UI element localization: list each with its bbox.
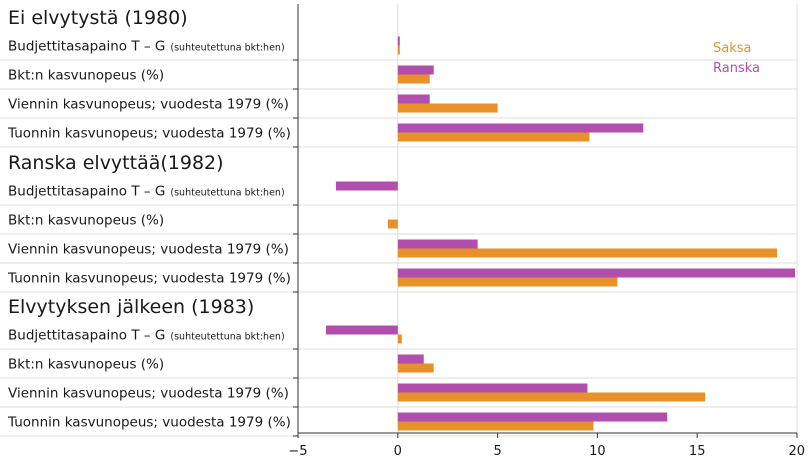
bar-saksa xyxy=(397,45,400,55)
row-label-text: Viennin kasvunopeus; vuodesta 1979 (%) xyxy=(8,242,289,258)
row-label: Viennin kasvunopeus; vuodesta 1979 (%) xyxy=(8,97,289,113)
row-label-text: Budjettitasapaino T – G xyxy=(8,328,165,344)
legend-ranska: Ranska xyxy=(713,61,760,76)
bar-ranska xyxy=(397,36,400,46)
row-label-text: Bkt:n kasvunopeus (%) xyxy=(8,357,164,373)
section-title: Elvytyksen jälkeen (1983) xyxy=(8,296,254,318)
row-label-text: Budjettitasapaino T – G xyxy=(8,39,165,55)
bar-saksa xyxy=(397,103,498,113)
row-label: Budjettitasapaino T – G (suhteutettuna bk… xyxy=(8,184,285,200)
row-label: Tuonnin kasvunopeus; vuodesta 1979 (%) xyxy=(7,415,291,431)
bar-ranska xyxy=(397,94,430,104)
bar-ranska xyxy=(397,239,478,249)
bar-ranska xyxy=(397,354,424,364)
bar-ranska xyxy=(335,181,398,191)
row-label: Bkt:n kasvunopeus (%) xyxy=(8,68,164,84)
bar-ranska xyxy=(397,65,434,75)
bar-ranska xyxy=(325,325,398,335)
section-title: Ei elvytystä (1980) xyxy=(8,7,188,29)
bar-saksa xyxy=(397,334,402,344)
bar-saksa xyxy=(387,219,398,229)
bar-ranska xyxy=(397,383,588,393)
x-tick-label: 10 xyxy=(589,444,606,459)
legend-saksa: Saksa xyxy=(713,41,752,56)
row-label-text: Budjettitasapaino T – G xyxy=(8,184,165,200)
bar-saksa xyxy=(397,363,434,373)
row-label: Tuonnin kasvunopeus; vuodesta 1979 (%) xyxy=(7,126,291,142)
row-label: Budjettitasapaino T – G (suhteutettuna bk… xyxy=(8,39,285,55)
row-label-note: (suhteutettuna bkt:hen) xyxy=(170,188,284,199)
bar-saksa xyxy=(397,74,430,84)
row-label-text: Tuonnin kasvunopeus; vuodesta 1979 (%) xyxy=(7,126,291,142)
x-tick-label: 15 xyxy=(689,444,706,459)
bar-saksa xyxy=(397,277,618,287)
section-title: Ranska elvyttää(1982) xyxy=(8,152,224,174)
bar-saksa xyxy=(397,421,594,431)
row-label-text: Tuonnin kasvunopeus; vuodesta 1979 (%) xyxy=(7,271,291,287)
bar-saksa xyxy=(397,248,778,258)
row-label: Bkt:n kasvunopeus (%) xyxy=(8,213,164,229)
row-label-text: Bkt:n kasvunopeus (%) xyxy=(8,213,164,229)
bars xyxy=(325,36,796,431)
row-labels: Ei elvytystä (1980) Budjettitasapaino T –… xyxy=(7,7,291,431)
row-label-text: Viennin kasvunopeus; vuodesta 1979 (%) xyxy=(8,97,289,113)
row-label: Tuonnin kasvunopeus; vuodesta 1979 (%) xyxy=(7,271,291,287)
row-label: Viennin kasvunopeus; vuodesta 1979 (%) xyxy=(8,242,289,258)
bar-saksa xyxy=(397,392,706,402)
x-axis: −5 0 5 10 15 20 xyxy=(288,4,805,459)
bar-ranska xyxy=(397,123,644,133)
x-tick-label: 20 xyxy=(788,444,805,459)
row-label-note: (suhteutettuna bkt:hen) xyxy=(170,332,284,343)
row-label: Bkt:n kasvunopeus (%) xyxy=(8,357,164,373)
bar-saksa xyxy=(397,132,590,142)
x-tick-label: 0 xyxy=(394,444,402,459)
row-label-note: (suhteutettuna bkt:hen) xyxy=(170,43,284,54)
row-label: Budjettitasapaino T – G (suhteutettuna bk… xyxy=(8,328,285,344)
row-label-text: Viennin kasvunopeus; vuodesta 1979 (%) xyxy=(8,386,289,402)
legend: Saksa Ranska xyxy=(713,41,760,76)
row-label: Viennin kasvunopeus; vuodesta 1979 (%) xyxy=(8,386,289,402)
x-tick-label: −5 xyxy=(288,444,307,459)
row-label-text: Tuonnin kasvunopeus; vuodesta 1979 (%) xyxy=(7,415,291,431)
x-tick-label: 5 xyxy=(493,444,501,459)
row-label-text: Bkt:n kasvunopeus (%) xyxy=(8,68,164,84)
bar-ranska xyxy=(397,412,668,422)
bar-ranska xyxy=(397,268,796,278)
